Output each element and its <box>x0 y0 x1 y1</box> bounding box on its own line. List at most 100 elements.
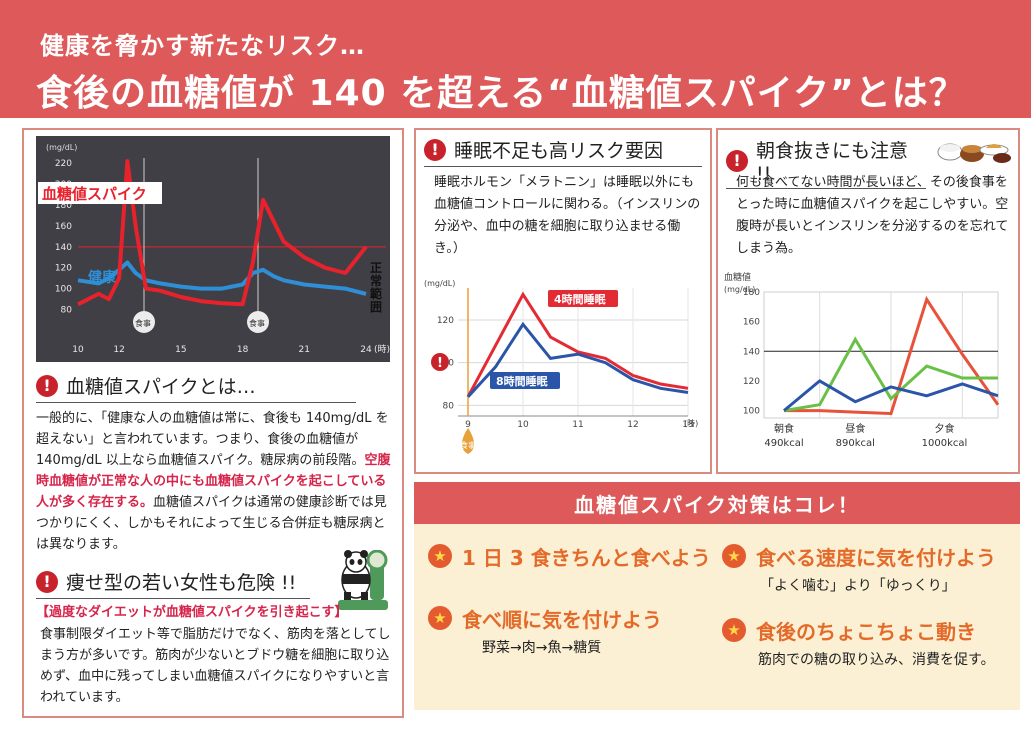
left-panel: (mg/dL) 22020018016014012010080 10121518… <box>22 128 404 718</box>
meal-drop-icon <box>462 428 474 454</box>
y-tick-label: 100 <box>55 285 72 295</box>
breakfast-body: 何も食べてない時間が長いほど、その後食事をとった時に血糖値スパイクを起こしやすい… <box>736 175 1009 256</box>
thin-section-heading: ! 痩せ型の若い女性も危険 !! <box>36 568 310 599</box>
panda-scale-illustration <box>338 550 388 610</box>
spike-section-body: 一般的に、「健康な人の血糖値は常に、食後も 140mg/dL を超えない」と言わ… <box>36 408 392 555</box>
spike-label-bg <box>38 182 162 204</box>
star-icon: ★ <box>722 618 746 642</box>
sleep-heading: ! 睡眠不足も高リスク要因 <box>424 136 702 167</box>
meal-kcal-label: 490kcal <box>764 438 803 449</box>
breakfast-ylabel-1: 血糖値 <box>724 271 751 283</box>
meal-kcal-label: 890kcal <box>836 438 875 449</box>
plot-frame <box>763 291 999 419</box>
sleep-chart-svg: (mg/dL) 12010080910111213 4時間睡眠 8時間睡眠 ! … <box>424 279 698 454</box>
thin-section-body: 食事制限ダイエット等で脂肪だけでなく、筋肉を落としてしまう方が多いです。筋肉が少… <box>40 627 391 705</box>
sleep-meal-label: 食事 <box>460 440 476 450</box>
label-8h: 8時間睡眠 <box>496 374 548 388</box>
breakfast-heading: ! 朝食抜きにも注意 !! <box>726 136 926 189</box>
y-tick-label: 180 <box>743 288 760 298</box>
y-tick-label: 160 <box>743 318 760 328</box>
y-tick-label: 220 <box>55 159 72 169</box>
spike-para-2: 血糖値スパイクは通常の健康診断では見つかりにくく、しかもそれによって生じる合併症… <box>36 495 387 552</box>
label-4h: 4時間睡眠 <box>554 292 606 306</box>
breakfast-chart-svg: 血糖値 (mg/dL) 180 160 140 120 100 朝食 490kcal 昼食 8… <box>724 271 1000 449</box>
countermeasures-title: 血糖値スパイク対策はコレ！ <box>414 482 1020 524</box>
breakfast-heading-text: 朝食抜きにも注意 !! <box>756 140 909 185</box>
label-8h-bg <box>490 372 560 389</box>
series-blue-line <box>783 379 999 412</box>
warning-icon: ! <box>424 138 446 161</box>
thin-section-lead: 【過度なダイエットが血糖値スパイクを引き起こす】 <box>36 605 348 620</box>
meal-marker-1-label: 食事 <box>135 318 151 328</box>
warning-icon: ! <box>36 374 58 397</box>
tip-3-sub: 野菜→肉→魚→糖質 <box>482 640 602 656</box>
spike-chart-svg: (mg/dL) 22020018016014012010080 10121518… <box>38 143 390 355</box>
y-tick-label: 160 <box>55 222 72 232</box>
meal-marker-2-label: 食事 <box>249 318 265 328</box>
thin-heading-text: 痩せ型の若い女性も危険 !! <box>66 572 297 594</box>
hour-unit: (時) <box>374 344 390 355</box>
header-subtitle: 健康を脅かす新たなリスク… <box>40 32 365 60</box>
normal-range-label: 正常範囲 <box>370 261 382 314</box>
sleep-hour-unit: (時) <box>684 419 698 428</box>
x-tick-label: 12 <box>627 420 638 430</box>
breakfast-ylabel-2: (mg/dL) <box>724 285 755 294</box>
spike-para-red: 空腹時血糖値が正常な人の中にも血糖値スパイクを起こしている人が多く存在する。 <box>36 453 391 510</box>
meal-name-label: 朝食 <box>774 422 794 435</box>
y-tick-label: 80 <box>443 401 455 411</box>
y-tick-label: 120 <box>743 377 760 387</box>
star-icon: ★ <box>428 544 452 568</box>
y-tick-label: 180 <box>55 201 72 211</box>
spike-section-heading: ! 血糖値スパイクとは… <box>36 372 356 403</box>
meal-kcal-label: 1000kcal <box>922 438 968 449</box>
y-tick-label: 80 <box>61 306 73 316</box>
sleep-warning-icon <box>431 353 449 371</box>
warning-icon: ! <box>726 149 748 172</box>
countermeasures-panel: 血糖値スパイク対策はコレ！ ★ 1 日 3 食きちんと食べよう ★ 食べ順に気を… <box>414 482 1020 710</box>
sleep-warning-glyph: ! <box>437 356 443 371</box>
label-4h-bg <box>548 290 618 307</box>
y-tick-label: 140 <box>55 243 72 253</box>
meal-name-label: 夕食 <box>935 422 955 435</box>
header-banner: 健康を脅かす新たなリスク… 食後の血糖値が 140 を超える“血糖値スパイク”と… <box>0 0 1031 118</box>
blood-sugar-spike-chart: (mg/dL) 22020018016014012010080 10121518… <box>36 136 390 362</box>
star-icon: ★ <box>722 544 746 568</box>
x-tick-label: 10 <box>517 420 529 430</box>
spike-para-1: 一般的に、「健康な人の血糖値は常に、食後も 140mg/dL を超えない」と言わ… <box>36 411 389 468</box>
x-tick-label: 24 <box>360 345 372 355</box>
series-spike-line <box>77 159 368 307</box>
x-tick-label: 13 <box>682 420 693 430</box>
x-tick-label: 18 <box>237 345 249 355</box>
spike-label: 血糖値スパイク <box>42 185 147 203</box>
series-4h-sleep-line <box>466 291 689 398</box>
x-tick-label: 11 <box>572 420 583 430</box>
tip-2-sub: 「よく噛む」より「ゆっくり」 <box>760 578 956 594</box>
tip-4-sub: 筋肉での糖の取り込み、消費を促す。 <box>758 652 995 668</box>
sleep-chart-unit: (mg/dL) <box>424 279 455 288</box>
y-tick-label: 140 <box>743 347 760 357</box>
normal-range-char: 正 <box>370 261 382 275</box>
meal-marker-2 <box>247 311 269 333</box>
normal-range-char: 常 <box>370 273 382 288</box>
series-red-line <box>784 295 1000 416</box>
tip-1-title: 1 日 3 食きちんと食べよう <box>462 546 711 570</box>
spike-heading-text: 血糖値スパイクとは… <box>66 376 256 398</box>
series-green-line <box>783 336 998 413</box>
y-tick-label: 120 <box>55 264 72 274</box>
tip-4-title: 食後のちょこちょこ動き <box>756 620 976 644</box>
star-icon: ★ <box>428 606 452 630</box>
warning-icon: ! <box>36 570 58 593</box>
healthy-label: 健康 <box>88 269 117 286</box>
x-tick-label: 9 <box>465 420 471 430</box>
tip-3-title: 食べ順に気を付けよう <box>462 608 662 632</box>
x-tick-label: 15 <box>175 345 186 355</box>
normal-range-char: 囲 <box>370 300 382 314</box>
normal-range-char: 範 <box>370 286 382 301</box>
tip-2-title: 食べる速度に気を付けよう <box>756 546 996 570</box>
page-title: 食後の血糖値が 140 を超える“血糖値スパイク”とは？ <box>36 73 966 114</box>
x-tick-label: 10 <box>72 345 84 355</box>
meal-marker-1 <box>133 311 155 333</box>
sleep-body: 睡眠ホルモン「メラトニン」は睡眠以外にも血糖値コントロールに関わる。（インスリン… <box>434 175 701 256</box>
meal-dishes-illustration <box>937 143 1011 163</box>
x-tick-label: 21 <box>299 345 310 355</box>
